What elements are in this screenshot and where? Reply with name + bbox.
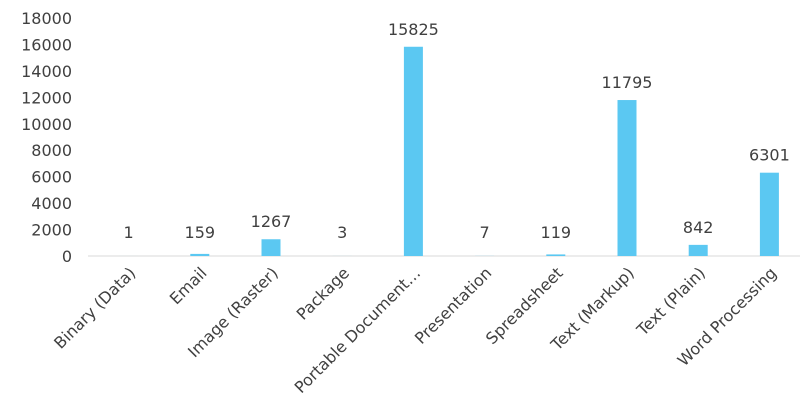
y-tick-label: 16000 <box>21 35 72 54</box>
bar <box>759 172 779 256</box>
y-tick-label: 2000 <box>31 221 72 240</box>
bar-data-label: 842 <box>683 218 714 237</box>
data-labels-group: 1 159 1267 3 15825 7 119 11795 842 6301 <box>124 20 790 242</box>
y-tick-label: 8000 <box>31 141 72 160</box>
bar <box>403 46 423 257</box>
x-category-label: Binary (Data) <box>50 263 139 352</box>
bar-data-label: 1267 <box>251 212 292 231</box>
bar <box>261 239 281 256</box>
bar-data-label: 6301 <box>749 146 790 165</box>
y-tick-label: 18000 <box>21 9 72 28</box>
x-category-label: Email <box>166 263 211 308</box>
y-tick-label: 10000 <box>21 115 72 134</box>
y-axis-ticks: 0 2000 4000 6000 8000 10000 12000 14000 16000 180… <box>21 9 72 266</box>
y-tick-label: 0 <box>62 247 72 266</box>
x-category-label: Package <box>293 263 353 323</box>
y-tick-label: 14000 <box>21 62 72 81</box>
bar <box>688 244 708 256</box>
y-tick-label: 12000 <box>21 88 72 107</box>
bar-data-label: 11795 <box>602 73 653 92</box>
x-category-label: Text (Plain) <box>632 263 709 340</box>
bars-group <box>119 46 779 257</box>
bar <box>190 253 210 256</box>
bar-data-label: 7 <box>480 223 490 242</box>
bar-data-label: 159 <box>185 223 216 242</box>
bar-data-label: 15825 <box>388 20 439 39</box>
y-tick-label: 6000 <box>31 168 72 187</box>
bar-data-label: 1 <box>124 223 134 242</box>
bar-data-label: 3 <box>337 223 347 242</box>
bar <box>617 100 637 257</box>
bar-data-label: 119 <box>541 223 572 242</box>
y-tick-label: 4000 <box>31 194 72 213</box>
x-category-label: Portable Document… <box>291 263 425 397</box>
bar <box>546 254 566 256</box>
